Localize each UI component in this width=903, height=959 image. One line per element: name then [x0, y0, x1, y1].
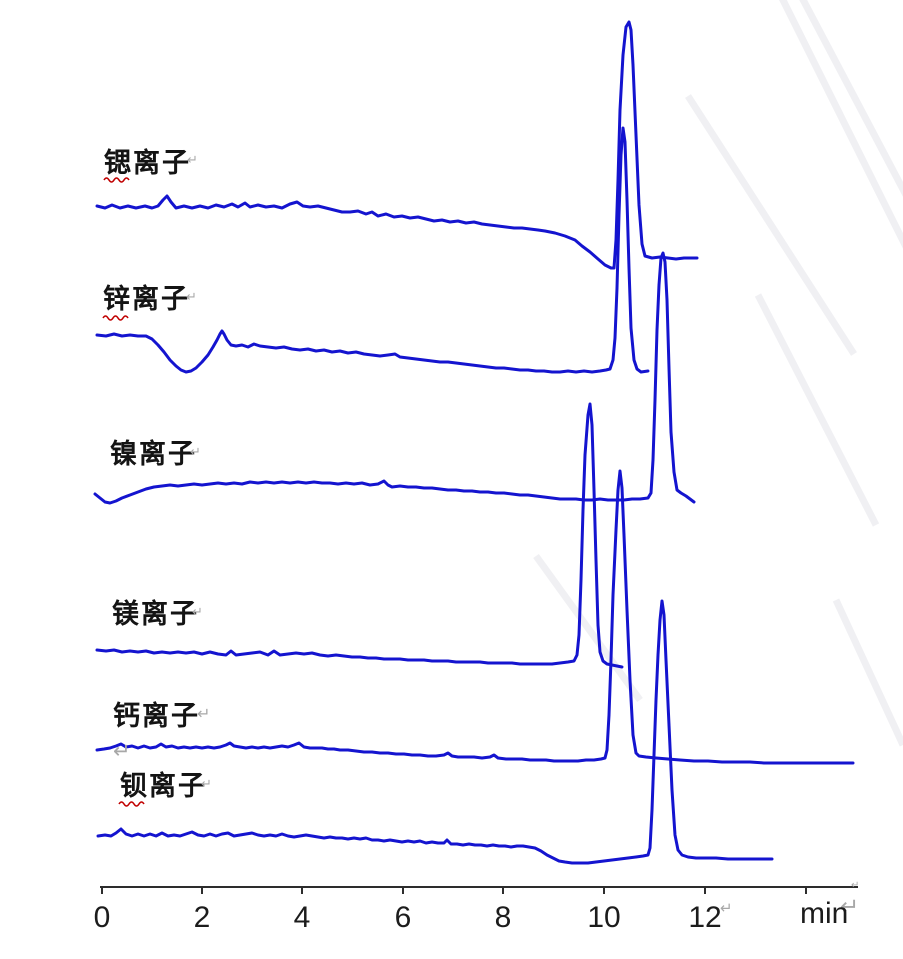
watermark-line [754, 293, 880, 527]
watermark-line [832, 598, 903, 747]
return-mark-icon: ↵ [720, 899, 733, 917]
watermark-line [779, 0, 903, 249]
trace-magnesium-ion [95, 402, 624, 669]
trace-strontium-ion [95, 20, 699, 270]
watermark-line [799, 0, 903, 197]
return-mark-icon: ↵ [186, 290, 197, 305]
spellcheck-squiggle [103, 177, 130, 183]
return-mark-icon: ↵ [201, 777, 212, 792]
return-mark-icon: ↵ [192, 605, 203, 620]
axis-tick-label: 10 [587, 901, 621, 934]
x-axis-unit-label: min [800, 897, 849, 930]
trace-barium-ion [96, 599, 774, 865]
axis-tick-label: 0 [93, 901, 111, 934]
trace-calcium-ion [95, 469, 855, 765]
axis-tick-label: 12 [688, 901, 722, 934]
return-mark-icon: ↵ [851, 880, 860, 891]
series-label-zinc-ion: 锌离子 [103, 284, 190, 315]
axis-tick-label: 8 [494, 901, 512, 934]
axis-tick-label: 6 [394, 901, 412, 934]
trace-nickel-ion [93, 251, 696, 505]
watermark-line [533, 553, 643, 703]
return-mark-icon: ↵ [190, 445, 201, 460]
series-label-barium-ion: 钡离子 [120, 771, 207, 802]
series-label-magnesium-ion: 镁离子 [112, 599, 199, 630]
spellcheck-squiggle [102, 315, 129, 321]
series-label-calcium-ion: 钙离子 [113, 701, 200, 732]
series-label-strontium-ion: 锶离子 [104, 148, 191, 179]
return-mark-icon: ↵ [840, 894, 860, 920]
watermark-line [685, 94, 857, 356]
spellcheck-squiggle [118, 801, 145, 807]
return-mark-icon: ↵ [197, 704, 211, 723]
trace-zinc-ion [95, 126, 650, 374]
axis-tick-label: 2 [193, 901, 211, 934]
series-label-nickel-ion: 镍离子 [110, 439, 197, 470]
return-mark-icon: ↵ [113, 739, 131, 763]
axis-tick-label: 4 [293, 901, 311, 934]
return-mark-icon: ↵ [187, 153, 198, 168]
